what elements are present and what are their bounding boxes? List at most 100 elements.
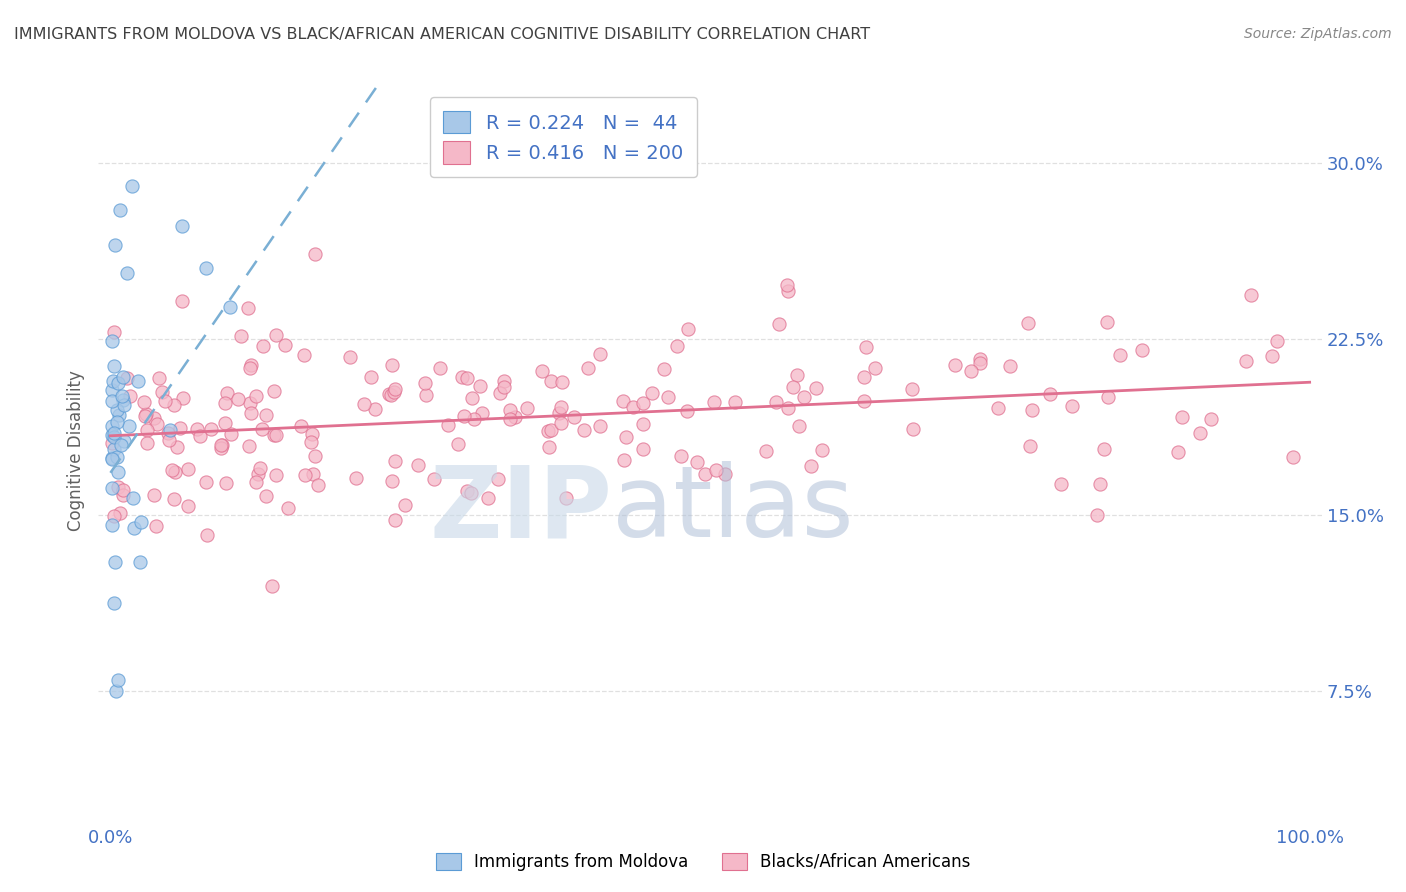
Point (793, 390, 815, 404)
Point (943, 359, 966, 373)
Point (162, 398, 184, 412)
Text: atlas: atlas (612, 461, 853, 558)
Point (631, 442, 654, 456)
Point (129, 515, 152, 529)
Point (105, 450, 128, 464)
Point (108, 408, 131, 422)
Point (451, 369, 474, 384)
Point (277, 500, 299, 515)
Point (107, 402, 129, 417)
Point (676, 322, 699, 336)
Point (111, 389, 134, 403)
Point (384, 513, 406, 527)
Point (239, 358, 262, 372)
Point (384, 383, 406, 397)
Point (107, 480, 129, 494)
Point (344, 471, 367, 485)
Point (693, 467, 716, 481)
Point (115, 267, 138, 281)
Point (118, 418, 141, 433)
Point (186, 422, 208, 436)
Point (461, 391, 484, 405)
Point (436, 417, 458, 432)
Point (252, 338, 274, 352)
Point (550, 401, 572, 415)
Point (114, 398, 136, 412)
Point (384, 454, 406, 468)
Point (150, 384, 173, 399)
Point (538, 440, 561, 454)
Point (157, 433, 180, 447)
Point (294, 468, 316, 483)
Point (1108, 348, 1130, 362)
Point (108, 202, 131, 217)
Point (163, 492, 186, 507)
Point (249, 460, 271, 475)
Point (214, 416, 236, 430)
Point (1019, 439, 1042, 453)
Point (704, 463, 727, 477)
Point (360, 370, 382, 384)
Point (290, 419, 312, 434)
Point (264, 468, 287, 483)
Point (453, 409, 475, 423)
Point (406, 458, 429, 473)
Point (260, 579, 283, 593)
Point (1199, 412, 1222, 426)
Point (124, 520, 146, 534)
Point (148, 371, 170, 385)
Point (855, 340, 877, 354)
Point (107, 376, 129, 390)
Point (589, 419, 612, 434)
Point (100, 518, 122, 533)
Point (159, 423, 181, 437)
Point (105, 415, 128, 429)
Point (112, 393, 135, 408)
Point (239, 405, 262, 419)
Point (163, 466, 186, 480)
Point (254, 408, 277, 422)
Point (562, 409, 585, 424)
Point (499, 412, 522, 426)
Point (188, 428, 211, 442)
Point (153, 394, 176, 409)
Point (108, 506, 131, 520)
Point (969, 355, 991, 369)
Point (576, 361, 599, 376)
Point (572, 424, 595, 438)
Point (987, 401, 1010, 415)
Point (1017, 316, 1039, 330)
Point (252, 422, 274, 436)
Point (142, 411, 165, 425)
Point (157, 426, 180, 441)
Point (107, 673, 129, 687)
Point (121, 179, 143, 194)
Point (806, 381, 828, 395)
Point (301, 427, 323, 442)
Point (422, 472, 444, 486)
Point (1085, 508, 1108, 522)
Point (214, 396, 236, 410)
Point (460, 486, 482, 500)
Point (115, 371, 138, 385)
Point (127, 374, 149, 388)
Point (162, 463, 184, 477)
Point (550, 416, 572, 430)
Point (998, 359, 1021, 374)
Point (103, 596, 125, 610)
Point (852, 370, 875, 384)
Text: IMMIGRANTS FROM MOLDOVA VS BLACK/AFRICAN AMERICAN COGNITIVE DISABILITY CORRELATI: IMMIGRANTS FROM MOLDOVA VS BLACK/AFRICAN… (14, 27, 870, 42)
Point (103, 442, 125, 456)
Point (537, 424, 560, 438)
Point (463, 412, 485, 426)
Point (364, 402, 387, 417)
Point (134, 395, 156, 409)
Point (101, 450, 124, 465)
Point (503, 409, 526, 424)
Point (135, 423, 157, 437)
Point (263, 427, 285, 442)
Point (101, 452, 124, 467)
Point (104, 237, 127, 252)
Point (782, 380, 804, 394)
Point (614, 430, 637, 444)
